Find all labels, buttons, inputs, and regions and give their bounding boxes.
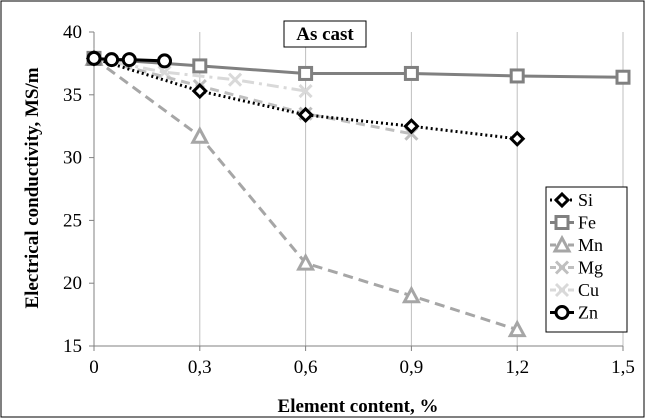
legend-label-zn: Zn — [578, 303, 598, 323]
x-tick-label: 0,3 — [188, 357, 212, 378]
y-tick-label: 30 — [63, 148, 82, 169]
y-axis-title: Electrical conductivity, MS/m — [22, 67, 43, 308]
legend-item-cu: Cu — [550, 280, 599, 300]
data-point-mn — [190, 126, 210, 144]
series-line-si — [93, 56, 518, 141]
legend-marker-cu — [554, 282, 570, 298]
legend-label-mn: Mn — [578, 235, 603, 255]
x-axis-title: Element content, % — [278, 396, 439, 417]
data-point-zn — [121, 52, 137, 68]
legend-label-fe: Fe — [578, 213, 596, 233]
series-zn — [86, 50, 173, 69]
legend-marker-cu-stroke — [554, 282, 570, 298]
legend-item-mg: Mg — [550, 258, 603, 278]
legend-box — [545, 186, 628, 333]
legend-marker-fe — [554, 215, 570, 230]
data-point-fe — [615, 69, 631, 85]
data-point-mn — [401, 285, 421, 304]
data-point-fe — [298, 65, 314, 81]
data-point-cu-stroke — [228, 72, 243, 87]
ticks-layer: 0 0,3 0,6 0,9 1,2 1,5 15 20 25 30 35 40 — [63, 22, 635, 378]
y-tick-label: 40 — [63, 22, 82, 43]
data-point-cu — [228, 72, 243, 87]
axes-layer — [93, 32, 623, 347]
data-point-si — [403, 118, 420, 135]
legend-marker-mn — [552, 234, 572, 253]
legend-marker-mg — [554, 260, 570, 275]
data-point-fe — [403, 65, 419, 81]
data-point-fe — [192, 58, 208, 74]
data-point-cu-stroke — [298, 83, 313, 99]
data-point-si — [191, 82, 208, 100]
legend-label-mg: Mg — [578, 258, 603, 278]
x-tick-label: 1,5 — [611, 357, 635, 378]
legend-item-mn: Mn — [550, 234, 603, 255]
legend-marker-zn — [554, 305, 570, 320]
y-tick-label: 35 — [63, 85, 82, 106]
y-tick-label: 20 — [63, 273, 82, 294]
legend-label-si: Si — [578, 190, 593, 210]
data-point-zn — [86, 50, 102, 66]
y-tick-label: 25 — [63, 210, 82, 231]
series-line-fe — [93, 56, 624, 79]
x-tick-label: 0,9 — [400, 357, 424, 378]
legend-item-fe: Fe — [550, 213, 596, 233]
data-point-si — [297, 106, 314, 124]
x-tick-label: 1,2 — [505, 357, 529, 378]
data-point-mn — [296, 252, 316, 271]
y-tick-label: 15 — [63, 336, 82, 357]
legend-label-cu: Cu — [578, 280, 599, 300]
x-tick-label: 0 — [89, 357, 99, 378]
data-point-mn — [507, 319, 527, 338]
legend-marker-mg-stroke — [554, 260, 570, 275]
chart-title-box — [283, 20, 367, 48]
chart-title: As cast — [296, 24, 354, 45]
data-point-fe — [509, 68, 525, 84]
data-point-zn — [104, 52, 120, 68]
data-point-cu — [298, 83, 313, 99]
legend-marker-si — [553, 191, 571, 209]
legend-item-si: Si — [550, 190, 593, 210]
series-layer — [84, 48, 631, 338]
series-line-mg — [93, 56, 412, 136]
series-line-zn — [93, 56, 165, 63]
data-point-zn — [157, 53, 173, 69]
x-tick-label: 0,6 — [294, 357, 318, 378]
data-point-si — [509, 130, 526, 147]
legend-item-zn: Zn — [550, 303, 598, 323]
